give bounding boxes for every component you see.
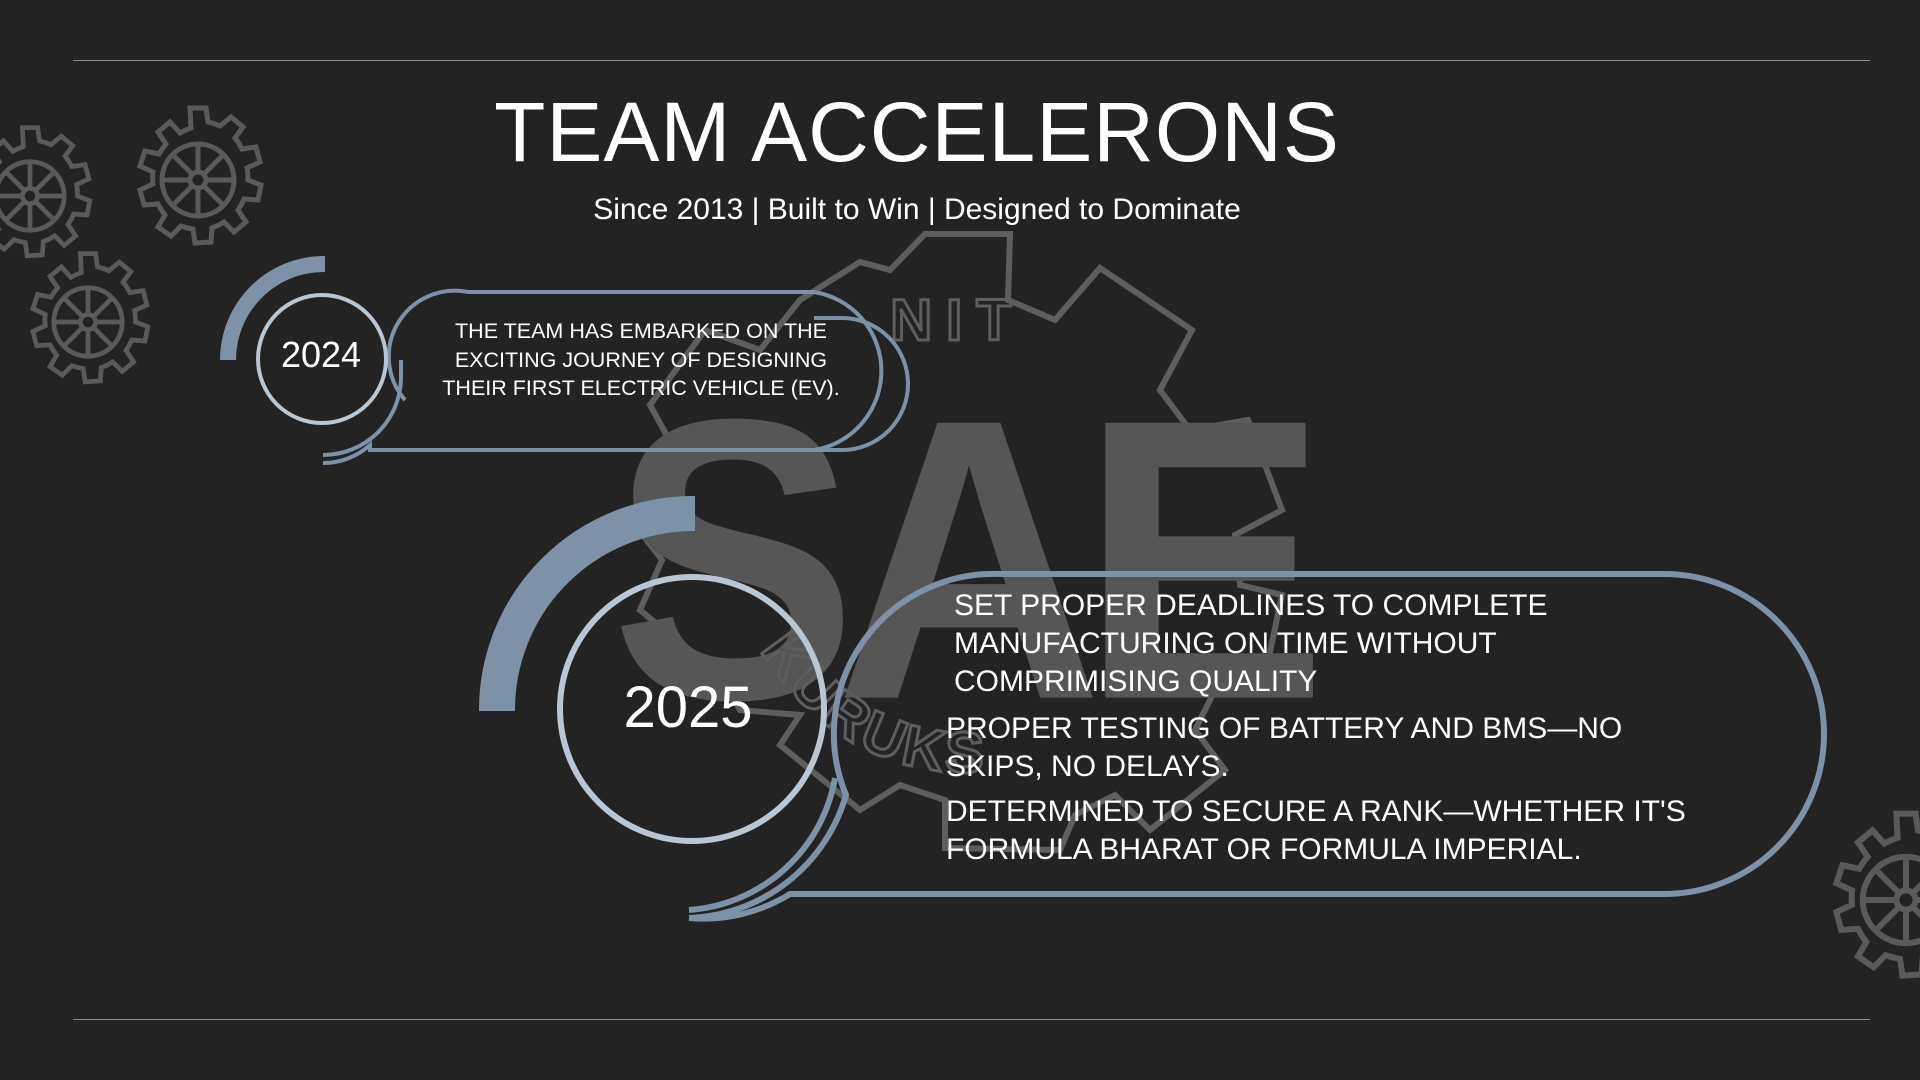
timeline-year-2024: 2024 [280,334,362,375]
watermark-top-text: NIT [890,288,1025,353]
timeline-year-2025: 2025 [623,675,753,740]
watermark-letters: SAE [611,336,1318,783]
slide-tagline: Since 2013 | Built to Win | Designed to … [593,193,1241,226]
goal-item: DETERMINED TO SECURE A RANK—WHETHER IT'S… [946,795,1686,866]
bottom-divider [73,1019,1870,1020]
goal-item: SET PROPER DEADLINES TO COMPLETE MANUFAC… [954,589,1548,698]
slide-title: TEAM ACCELERONS [494,85,1340,179]
timeline-node-2024-shape [220,255,910,466]
timeline-text-2024: THE TEAM HAS EMBARKED ON THE EXCITING JO… [442,319,840,400]
goal-item: PROPER TESTING OF BATTERY AND BMS—NO SKI… [946,712,1623,783]
gear-icon [1836,814,1920,976]
top-divider [73,60,1870,61]
gear-icon [33,254,148,382]
timeline-node-2025-shape [478,495,1827,922]
